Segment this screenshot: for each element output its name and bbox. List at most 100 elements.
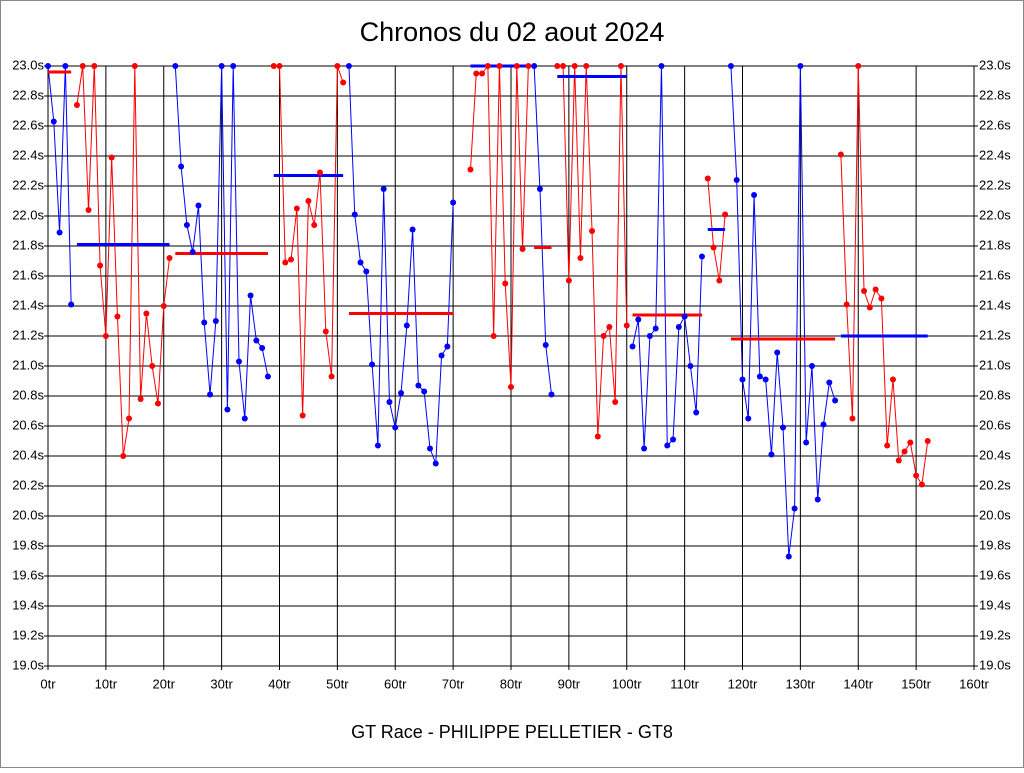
y2-tick-label: 22.6s [979,117,1011,132]
lap-point [357,259,364,266]
y2-tick-label: 23.0s [979,57,1011,72]
y2-tick-label: 19.4s [979,597,1011,612]
y2-tick-label: 20.8s [979,387,1011,402]
y-tick-label: 23.0s [12,57,44,72]
lap-point [386,399,393,405]
lap-point [716,277,723,284]
lap-point [762,376,769,383]
lap-point [820,421,827,428]
lap-point [345,63,352,69]
x-tick-label: 120tr [728,676,758,691]
lap-point [756,373,763,380]
lap-point [230,63,237,69]
y2-tick-label: 22.8s [979,87,1011,102]
lap-point [467,166,474,173]
lap-point [675,324,682,330]
y-tick-label: 19.6s [12,567,44,582]
y-tick-label: 20.8s [12,387,44,402]
lap-point [380,186,387,192]
lap-point [102,333,109,339]
lap-point [670,436,677,443]
lap-point [768,451,775,458]
lap-point [785,553,792,560]
lap-point [392,424,399,431]
lap-point [62,63,69,69]
lap-point [126,415,133,422]
lap-point [901,448,908,455]
x-tick-label: 140tr [843,676,873,691]
lap-point [426,445,433,452]
y2-tick-label: 21.4s [979,297,1011,312]
y2-tick-label: 22.4s [979,147,1011,162]
x-tick-label: 90tr [558,676,581,691]
lap-point [878,295,885,302]
y-tick-label: 19.0s [12,657,44,672]
lap-point [641,445,648,452]
lap-point [889,376,896,383]
lap-point [531,63,538,69]
lap-point [340,79,347,86]
lap-point [241,415,248,422]
lap-point [525,63,532,69]
y-tick-label: 19.2s [12,627,44,642]
lap-point [681,313,688,320]
lap-point [189,249,196,255]
lap-point [617,63,624,69]
y2-tick-label: 20.2s [979,477,1011,492]
lap-point [548,391,555,398]
x-tick-label: 0tr [40,676,56,691]
lap-point [513,63,520,69]
lap-point [432,460,439,467]
y-tick-label: 20.4s [12,447,44,462]
x-tick-label: 10tr [95,676,118,691]
lap-point [328,373,335,380]
lap-point [398,390,405,396]
lap-point [259,345,266,351]
lap-point [363,268,370,275]
lap-point [658,63,665,69]
lap-point [50,118,57,125]
lap-point [866,304,873,311]
lap-point [160,303,167,309]
lap-point [594,433,601,440]
lap-point [409,226,416,233]
y-tick-label: 22.8s [12,87,44,102]
y-tick-label: 22.2s [12,177,44,192]
y2-tick-label: 21.6s [979,267,1011,282]
lap-point [85,207,92,213]
y-tick-label: 20.0s [12,507,44,522]
lap-point [374,442,381,449]
lap-point [369,361,376,368]
x-tick-label: 150tr [901,676,931,691]
lap-point [473,70,480,77]
lap-point [727,63,734,69]
lap-point [415,382,422,389]
lap-point [554,63,561,69]
lap-point [698,253,705,260]
y2-tick-label: 22.0s [979,207,1011,222]
lap-point [924,438,931,444]
x-axis-title: GT Race - PHILIPPE PELLETIER - GT8 [351,722,673,742]
x-tick-label: 40tr [268,676,291,691]
x-tick-label: 80tr [500,676,523,691]
lap-point [907,439,914,446]
y2-tick-label: 19.6s [979,567,1011,582]
y-tick-label: 21.2s [12,327,44,342]
lap-point [143,310,150,317]
y-tick-label: 22.4s [12,147,44,162]
lap-point [299,412,306,419]
lap-point [895,457,902,464]
lap-point [282,259,289,266]
x-tick-label: 100tr [612,676,642,691]
lap-point [166,255,173,261]
lap-point [120,453,127,459]
y2-tick-label: 19.0s [979,657,1011,672]
lap-point [861,288,868,294]
lap-point [154,400,161,407]
lap-point [45,63,51,69]
lap-point [652,325,659,332]
lap-point [589,228,596,234]
x-tick-label: 160tr [959,676,989,691]
lap-point [635,316,642,323]
